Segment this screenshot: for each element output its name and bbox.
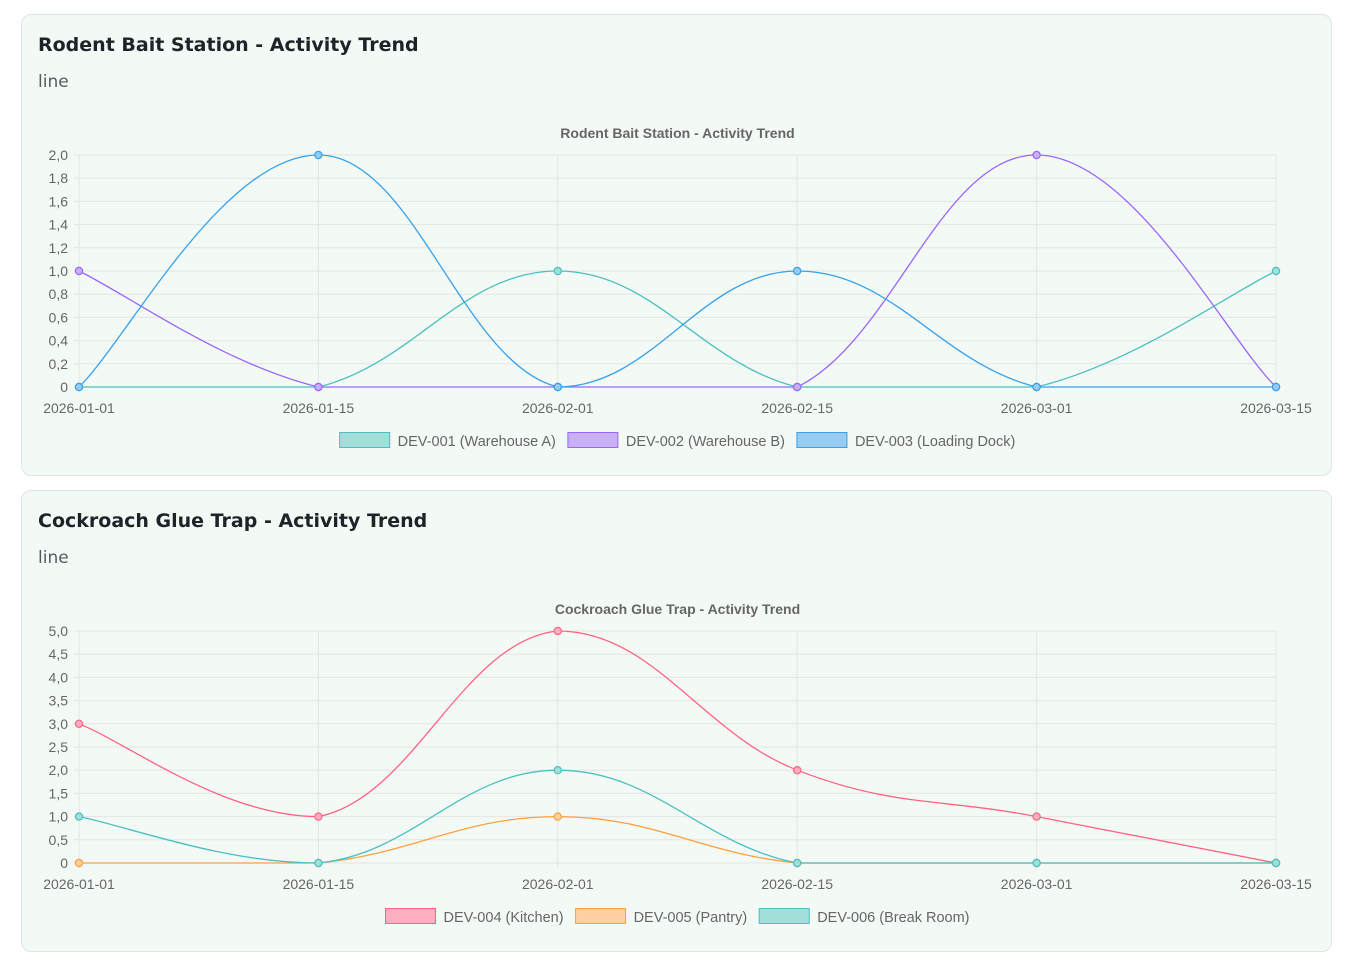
data-point <box>793 766 802 775</box>
y-tick-label: 3,0 <box>49 716 69 732</box>
x-tick-label: 2026-03-01 <box>1001 876 1073 892</box>
legend-swatch <box>384 908 436 924</box>
y-tick-label: 1,2 <box>49 240 69 256</box>
data-point <box>314 858 323 868</box>
data-point <box>793 266 802 276</box>
data-point <box>314 812 323 821</box>
legend-swatch <box>758 908 810 924</box>
y-tick-label: 4,0 <box>49 669 69 685</box>
legend-label: DEV-003 (Loading Dock) <box>855 434 1015 450</box>
series-line <box>78 154 1277 388</box>
y-tick-label: 0,8 <box>49 286 69 302</box>
y-tick-label: 2,5 <box>49 739 69 755</box>
data-point <box>74 858 84 868</box>
data-point <box>1032 812 1041 821</box>
y-tick-label: 0 <box>60 379 68 395</box>
data-point <box>74 719 84 728</box>
x-tick-label: 2026-02-15 <box>761 400 833 416</box>
y-tick-label: 0,6 <box>49 309 69 325</box>
data-point <box>553 382 563 392</box>
y-tick-label: 0,2 <box>49 356 69 372</box>
legend-swatch <box>339 432 391 448</box>
data-point <box>314 382 323 392</box>
data-point <box>1032 150 1041 160</box>
series-line <box>79 270 1277 388</box>
x-tick-label: 2026-03-15 <box>1240 876 1312 892</box>
x-tick-label: 2026-02-01 <box>522 876 594 892</box>
line-chart-rodent: Rodent Bait Station - Activity Trend 0 0,2… <box>43 125 1312 450</box>
data-point <box>553 766 563 775</box>
data-point <box>74 812 84 821</box>
y-tick-label: 1,8 <box>49 170 69 186</box>
grid <box>74 154 1277 392</box>
x-tick-label: 2026-01-01 <box>43 400 115 416</box>
y-tick-label: 1,5 <box>49 785 69 801</box>
y-tick-label: 2,0 <box>49 147 69 163</box>
line-chart-cockroach: Cockroach Glue Trap - Activity Trend 0 0,5… <box>43 601 1312 926</box>
legend: DEV-001 (Warehouse A) DEV-002 (Warehouse … <box>339 432 1015 450</box>
x-tick-label: 2026-03-01 <box>1001 400 1073 416</box>
data-point <box>314 150 323 160</box>
y-tick-label: 3,5 <box>49 693 69 709</box>
x-tick-label: 2026-03-15 <box>1240 400 1312 416</box>
legend-swatch <box>567 432 619 448</box>
y-tick-label: 2,0 <box>49 762 69 778</box>
legend-item: DEV-005 (Pantry) <box>575 908 748 926</box>
chart-title: Rodent Bait Station - Activity Trend <box>560 125 794 141</box>
data-point <box>1271 266 1281 276</box>
legend-item: DEV-002 (Warehouse B) <box>567 432 785 450</box>
data-point <box>553 812 563 821</box>
legend-label: DEV-002 (Warehouse B) <box>626 434 785 450</box>
series-1 <box>74 626 1281 868</box>
chart-card-rodent: Rodent Bait Station - Activity Trend lin… <box>21 14 1332 476</box>
legend-label: DEV-004 (Kitchen) <box>443 910 563 926</box>
card-title: Cockroach Glue Trap - Activity Trend <box>38 510 428 532</box>
legend: DEV-004 (Kitchen) DEV-005 (Pantry) DEV-006… <box>384 908 970 926</box>
x-tick-label: 2026-01-01 <box>43 876 115 892</box>
data-point <box>553 266 563 276</box>
data-point <box>1032 382 1041 392</box>
x-tick-label: 2026-01-15 <box>283 876 355 892</box>
legend-label: DEV-005 (Pantry) <box>634 910 748 926</box>
y-tick-label: 0,5 <box>49 832 69 848</box>
series-line <box>78 630 1277 864</box>
y-tick-label: 0,4 <box>49 333 69 349</box>
y-tick-label: 1,0 <box>49 809 69 825</box>
data-point <box>74 266 84 276</box>
data-point <box>1271 858 1281 868</box>
data-point <box>553 626 563 636</box>
legend-item: DEV-001 (Warehouse A) <box>339 432 556 450</box>
y-tick-label: 1,0 <box>49 263 69 279</box>
series-line <box>78 769 1276 864</box>
y-tick-label: 5,0 <box>49 623 69 639</box>
legend-label: DEV-006 (Break Room) <box>817 910 969 926</box>
chart-card-cockroach: Cockroach Glue Trap - Activity Trend lin… <box>21 490 1332 952</box>
chart-title: Cockroach Glue Trap - Activity Trend <box>555 601 800 617</box>
card-subtitle: line <box>38 72 69 92</box>
data-point <box>1271 382 1281 392</box>
y-tick-label: 1,6 <box>49 193 69 209</box>
series-3 <box>74 150 1281 392</box>
legend-item: DEV-004 (Kitchen) <box>384 908 564 926</box>
grid <box>74 630 1277 868</box>
data-point <box>1032 858 1041 868</box>
legend-swatch <box>796 432 848 448</box>
card-title: Rodent Bait Station - Activity Trend <box>38 34 419 56</box>
y-tick-label: 1,4 <box>49 217 69 233</box>
legend-item: DEV-006 (Break Room) <box>758 908 970 926</box>
card-subtitle: line <box>38 548 69 568</box>
legend-swatch <box>575 908 627 924</box>
y-tick-label: 4,5 <box>49 646 69 662</box>
legend-label: DEV-001 (Warehouse A) <box>398 434 556 450</box>
x-tick-label: 2026-02-01 <box>522 400 594 416</box>
data-point <box>74 382 84 392</box>
y-tick-label: 0 <box>60 855 68 871</box>
x-tick-label: 2026-02-15 <box>761 876 833 892</box>
data-point <box>793 858 802 868</box>
data-point <box>793 382 802 392</box>
series-3 <box>74 766 1281 868</box>
legend-item: DEV-003 (Loading Dock) <box>796 432 1015 450</box>
x-tick-label: 2026-01-15 <box>283 400 355 416</box>
